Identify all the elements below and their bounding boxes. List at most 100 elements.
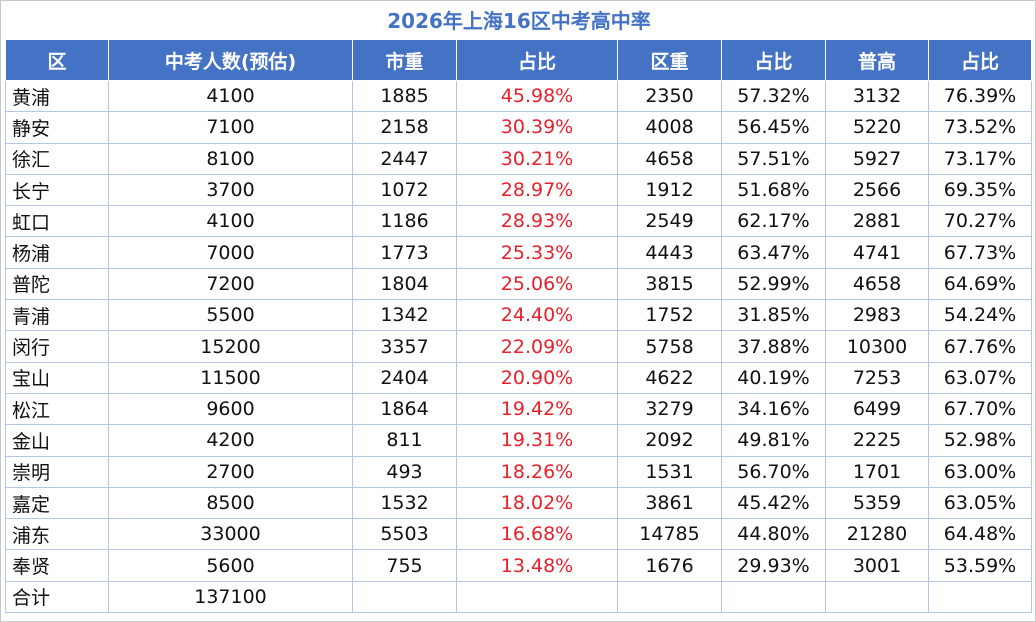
- district-cell: 合计: [5, 580, 109, 614]
- table-cell: 8100: [108, 142, 353, 175]
- table-cell: 5500: [108, 299, 353, 332]
- table-cell: 1864: [352, 392, 457, 426]
- table-cell: 5220: [825, 111, 929, 144]
- table-cell: 4100: [108, 205, 353, 238]
- table-cell: 1532: [352, 486, 457, 520]
- table-cell: 37.88%: [721, 330, 826, 363]
- table-cell: 51.68%: [721, 173, 826, 207]
- table-cell: 62.17%: [721, 205, 826, 238]
- table-cell: 2881: [825, 205, 929, 238]
- table-cell: 30.21%: [456, 142, 618, 175]
- table-cell: [721, 580, 826, 614]
- table-cell: 64.69%: [928, 267, 1032, 301]
- table-cell: 14785: [617, 518, 722, 551]
- column-header[interactable]: 普高: [825, 39, 929, 81]
- district-cell: 徐汇: [5, 142, 109, 175]
- table-row: 闵行 15200 3357 22.09% 5758 37.88% 10300 67.76%: [5, 330, 1032, 363]
- table-cell: 1676: [617, 549, 722, 582]
- table-cell: 7200: [108, 267, 353, 301]
- table-cell: 30.39%: [456, 111, 618, 144]
- column-header[interactable]: 区重: [617, 39, 722, 81]
- table-cell: 31.85%: [721, 299, 826, 332]
- table-cell: 2549: [617, 205, 722, 238]
- table-cell: 2225: [825, 424, 929, 457]
- district-cell: 金山: [5, 424, 109, 457]
- table-cell: [617, 580, 722, 614]
- table-cell: 29.93%: [721, 549, 826, 582]
- district-cell: 长宁: [5, 173, 109, 207]
- district-cell: 闵行: [5, 330, 109, 363]
- table-cell: 1752: [617, 299, 722, 332]
- table-cell: 18.26%: [456, 455, 618, 488]
- table-cell: 25.33%: [456, 236, 618, 269]
- table-row: 青浦 5500 1342 24.40% 1752 31.85% 2983 54.24%: [5, 299, 1032, 332]
- table-cell: 4008: [617, 111, 722, 144]
- table-cell: [456, 580, 618, 614]
- table-cell: 56.45%: [721, 111, 826, 144]
- table-cell: 3815: [617, 267, 722, 301]
- district-cell: 宝山: [5, 361, 109, 394]
- table-cell: 40.19%: [721, 361, 826, 394]
- table-cell: 64.48%: [928, 518, 1032, 551]
- table-cell: 755: [352, 549, 457, 582]
- table-cell: 45.98%: [456, 79, 618, 113]
- table-cell: 1531: [617, 455, 722, 488]
- table-cell: 2158: [352, 111, 457, 144]
- column-header[interactable]: 占比: [456, 39, 618, 81]
- table-cell: 70.27%: [928, 205, 1032, 238]
- table-cell: 53.59%: [928, 549, 1032, 582]
- table-cell: 67.70%: [928, 392, 1032, 426]
- table-row: 金山 4200 811 19.31% 2092 49.81% 2225 52.98%: [5, 424, 1032, 457]
- table-cell: 67.73%: [928, 236, 1032, 269]
- district-cell: 浦东: [5, 518, 109, 551]
- table-cell: 5927: [825, 142, 929, 175]
- column-header[interactable]: 市重: [352, 39, 457, 81]
- table-cell: 56.70%: [721, 455, 826, 488]
- table-cell: 22.09%: [456, 330, 618, 363]
- table-cell: 5600: [108, 549, 353, 582]
- table-cell: 7253: [825, 361, 929, 394]
- table-cell: 2566: [825, 173, 929, 207]
- table-cell: 18.02%: [456, 486, 618, 520]
- table-row: 徐汇 8100 2447 30.21% 4658 57.51% 5927 73.17%: [5, 142, 1032, 175]
- table-cell: 24.40%: [456, 299, 618, 332]
- table-cell: 19.31%: [456, 424, 618, 457]
- table-cell: 9600: [108, 392, 353, 426]
- table-cell: 5359: [825, 486, 929, 520]
- table-title: 2026年上海16区中考高中率: [387, 9, 651, 33]
- table-cell: 5503: [352, 518, 457, 551]
- table-cell: 25.06%: [456, 267, 618, 301]
- column-header[interactable]: 中考人数(预估): [108, 39, 353, 81]
- table-cell: 4741: [825, 236, 929, 269]
- total-row: 合计 137100: [5, 580, 1032, 614]
- column-header[interactable]: 占比: [928, 39, 1032, 81]
- table-cell: 2983: [825, 299, 929, 332]
- table-cell: 52.98%: [928, 424, 1032, 457]
- district-cell: 松江: [5, 392, 109, 426]
- table-cell: 8500: [108, 486, 353, 520]
- table-cell: 57.51%: [721, 142, 826, 175]
- table-row: 普陀 7200 1804 25.06% 3815 52.99% 4658 64.69%: [5, 267, 1032, 301]
- table-cell: 6499: [825, 392, 929, 426]
- table-cell: 20.90%: [456, 361, 618, 394]
- district-cell: 黄浦: [5, 79, 109, 113]
- table-row: 崇明 2700 493 18.26% 1531 56.70% 1701 63.00%: [5, 455, 1032, 488]
- column-header[interactable]: 区: [5, 39, 109, 81]
- table-cell: 15200: [108, 330, 353, 363]
- district-cell: 虹口: [5, 205, 109, 238]
- table-cell: 4100: [108, 79, 353, 113]
- table-cell: 2350: [617, 79, 722, 113]
- table-cell: 63.47%: [721, 236, 826, 269]
- table-cell: 3357: [352, 330, 457, 363]
- table-cell: 19.42%: [456, 392, 618, 426]
- table-cell: 5758: [617, 330, 722, 363]
- table-row: 松江 9600 1864 19.42% 3279 34.16% 6499 67.70%: [5, 392, 1032, 426]
- table-cell: 16.68%: [456, 518, 618, 551]
- table-cell: 45.42%: [721, 486, 826, 520]
- table-row: 长宁 3700 1072 28.97% 1912 51.68% 2566 69.35%: [5, 173, 1032, 207]
- table-cell: 1342: [352, 299, 457, 332]
- table-cell: 2092: [617, 424, 722, 457]
- table-cell: 13.48%: [456, 549, 618, 582]
- column-header[interactable]: 占比: [721, 39, 826, 81]
